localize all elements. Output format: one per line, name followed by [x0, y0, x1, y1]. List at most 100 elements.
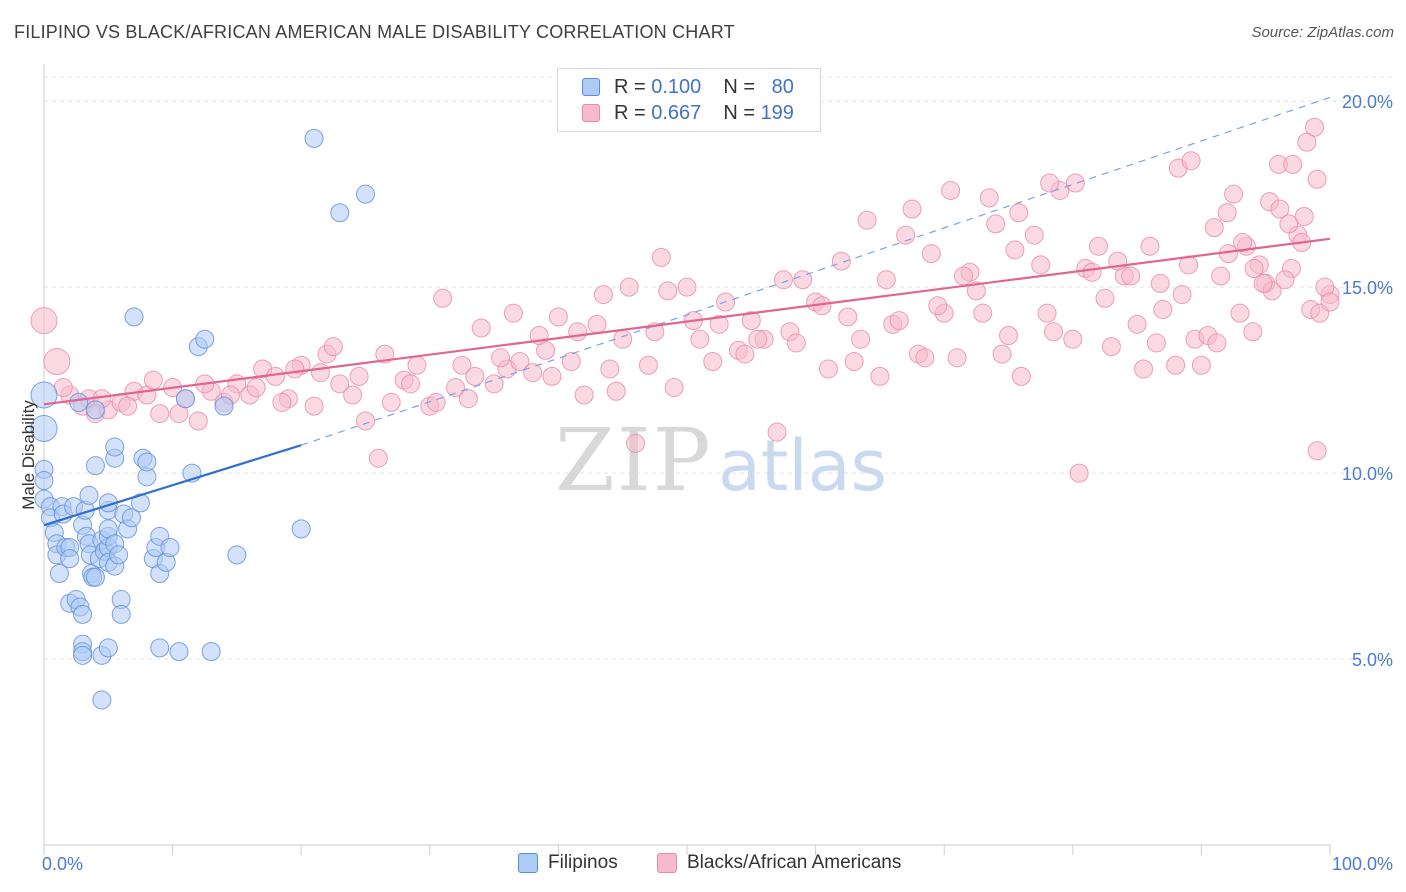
data-point: [401, 374, 421, 394]
data-point: [1217, 203, 1237, 223]
data-point: [34, 471, 54, 491]
data-point: [111, 604, 131, 624]
data-point: [465, 366, 485, 386]
data-point: [426, 392, 446, 412]
data-point: [1082, 262, 1102, 282]
data-point: [1005, 240, 1025, 260]
watermark: ZIP atlas: [555, 411, 887, 511]
data-point: [227, 545, 247, 565]
data-point: [85, 567, 105, 587]
series-filipinos: [30, 128, 375, 710]
data-point: [773, 270, 793, 290]
data-point: [658, 281, 678, 301]
data-point: [446, 378, 466, 398]
data-point: [433, 288, 453, 308]
data-point: [1230, 303, 1250, 323]
data-point: [979, 188, 999, 208]
data-point: [188, 411, 208, 431]
data-point: [638, 355, 658, 375]
y-tick-label: 5.0%: [1352, 650, 1393, 670]
legend-swatch-filipinos: [518, 853, 538, 873]
data-point: [175, 389, 195, 409]
data-point: [1233, 233, 1253, 253]
y-tick-label: 15.0%: [1342, 278, 1393, 298]
data-point: [928, 296, 948, 316]
data-point: [510, 352, 530, 372]
data-point: [626, 433, 646, 453]
trend-line-filipinos-dashed: [301, 96, 1331, 446]
data-point: [793, 270, 813, 290]
data-point: [703, 352, 723, 372]
data-point: [921, 244, 941, 264]
data-point: [1275, 270, 1295, 290]
data-point: [831, 251, 851, 271]
data-point: [548, 307, 568, 327]
data-point: [73, 604, 93, 624]
data-point: [1166, 355, 1186, 375]
data-point: [143, 370, 163, 390]
x-tick-label: 100.0%: [1332, 854, 1393, 874]
data-point: [1009, 203, 1029, 223]
data-point: [137, 452, 157, 472]
data-point: [1095, 288, 1115, 308]
data-point: [304, 128, 324, 148]
legend-row-black-african-americans: R = 0.667 N = 199: [582, 100, 794, 126]
data-point: [169, 642, 189, 662]
data-point: [1224, 184, 1244, 204]
data-point: [600, 359, 620, 379]
watermark-zip: ZIP: [555, 411, 713, 511]
data-point: [30, 307, 58, 335]
data-point: [1294, 206, 1314, 226]
data-point: [915, 348, 935, 368]
data-point: [118, 396, 138, 416]
data-point: [105, 437, 125, 457]
data-point: [574, 385, 594, 405]
data-point: [1037, 303, 1057, 323]
data-point: [523, 363, 543, 383]
legend-swatch-black-african-americans: [582, 104, 600, 122]
data-point: [381, 392, 401, 412]
source-label: Source: ZipAtlas.com: [1251, 24, 1394, 41]
data-point: [876, 270, 896, 290]
data-point: [43, 348, 71, 376]
data-point: [613, 329, 633, 349]
data-point: [741, 311, 761, 331]
data-point: [844, 352, 864, 372]
data-point: [1150, 273, 1170, 293]
data-point: [870, 366, 890, 386]
series-legend: Filipinos Blacks/African Americans: [0, 852, 1406, 878]
data-point: [79, 485, 99, 505]
data-point: [690, 329, 710, 349]
legend-item-filipinos: Filipinos: [518, 852, 618, 874]
data-point: [966, 281, 986, 301]
data-point: [1024, 225, 1044, 245]
data-point: [484, 374, 504, 394]
y-axis-label: Male Disability: [19, 400, 38, 510]
data-point: [1297, 132, 1317, 152]
data-point: [356, 184, 375, 204]
data-point: [30, 381, 58, 409]
data-point: [1134, 359, 1154, 379]
data-point: [941, 180, 961, 200]
data-point: [606, 381, 626, 401]
data-point: [503, 303, 523, 323]
data-point: [889, 311, 909, 331]
data-point: [30, 414, 58, 442]
data-point: [1307, 441, 1327, 461]
data-point: [304, 396, 324, 416]
data-point: [1121, 266, 1141, 286]
data-point: [902, 199, 922, 219]
data-point: [330, 203, 350, 223]
data-point: [1069, 463, 1089, 483]
data-point: [818, 359, 838, 379]
data-point: [953, 266, 973, 286]
data-point: [1270, 199, 1290, 219]
data-point: [452, 355, 472, 375]
data-point: [73, 645, 93, 665]
data-point: [542, 366, 562, 386]
data-point: [973, 303, 993, 323]
data-point: [85, 456, 105, 476]
chart-title: FILIPINO VS BLACK/AFRICAN AMERICAN MALE …: [14, 22, 735, 42]
data-point: [92, 690, 112, 710]
